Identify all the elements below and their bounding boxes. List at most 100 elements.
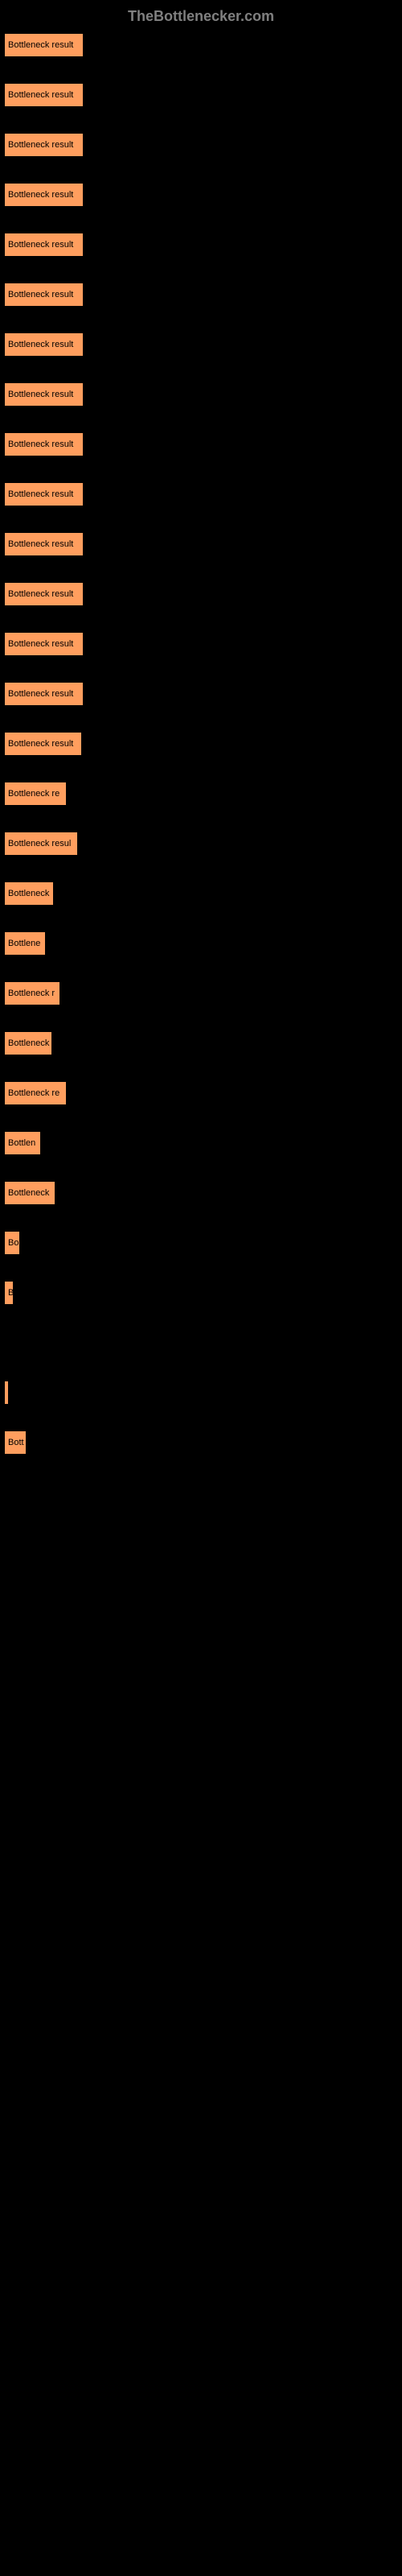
bar-label: Bottlen	[8, 1138, 35, 1148]
bar-row: Bottleneck result	[4, 682, 398, 706]
bar-row: Bottleneck resul	[4, 832, 398, 856]
bar-label: Bott	[8, 1438, 24, 1447]
bar-row	[4, 2129, 398, 2153]
bar-row	[4, 2179, 398, 2203]
bar-row: Bottleneck	[4, 1031, 398, 1055]
bar-row	[4, 1730, 398, 1754]
chart-bar: I	[4, 1381, 9, 1405]
bar-label: Bottleneck result	[8, 639, 73, 649]
bar-row: Bottlene	[4, 931, 398, 956]
chart-bar: Bottleneck result	[4, 283, 84, 307]
chart-bar: Bottleneck result	[4, 332, 84, 357]
bar-label: Bottleneck	[8, 889, 49, 898]
chart-bar: Bottleneck result	[4, 183, 84, 207]
chart-bar: Bottleneck result	[4, 382, 84, 407]
chart-bar: Bottleneck result	[4, 133, 84, 157]
bar-label: Bottleneck r	[8, 989, 55, 998]
bar-label: Bottleneck result	[8, 390, 73, 399]
bar-row	[4, 1780, 398, 1804]
bar-row	[4, 2379, 398, 2403]
bar-label: Bottleneck result	[8, 440, 73, 449]
bar-row: Bott	[4, 1430, 398, 1455]
bar-row	[4, 2229, 398, 2253]
bar-label: Bottleneck result	[8, 290, 73, 299]
bar-row: Bottleneck re	[4, 782, 398, 806]
bar-row	[4, 1530, 398, 1554]
bar-row	[4, 1331, 398, 1355]
bar-label: Bottleneck result	[8, 190, 73, 200]
bar-chart: Bottleneck result Bottleneck result Bottle…	[0, 33, 402, 2503]
bar-row: I	[4, 1381, 398, 1405]
bar-row	[4, 1580, 398, 1604]
chart-bar: Bottleneck result	[4, 482, 84, 506]
bar-label: Bottleneck result	[8, 40, 73, 50]
bar-row	[4, 2479, 398, 2503]
bar-row: Bottleneck	[4, 1181, 398, 1205]
chart-bar: B	[4, 1281, 14, 1305]
bar-row	[4, 2429, 398, 2453]
chart-bar: Bott	[4, 1430, 27, 1455]
chart-bar: Bottleneck result	[4, 83, 84, 107]
bar-row: B	[4, 1281, 398, 1305]
bar-row: Bottleneck result	[4, 632, 398, 656]
bar-row: Bottleneck r	[4, 981, 398, 1005]
bar-label: I	[8, 1388, 9, 1397]
bar-row	[4, 2079, 398, 2103]
bar-row: Bottleneck result	[4, 332, 398, 357]
bar-label: Bottleneck result	[8, 90, 73, 100]
chart-bar: Bo	[4, 1231, 20, 1255]
bar-label: Bottleneck result	[8, 140, 73, 150]
bar-label: Bottleneck result	[8, 340, 73, 349]
chart-bar: Bottleneck result	[4, 582, 84, 606]
chart-bar: Bottleneck	[4, 881, 54, 906]
chart-bar: Bottleneck	[4, 1181, 55, 1205]
bar-row	[4, 1979, 398, 2004]
page-header: TheBottlenecker.com	[0, 0, 402, 33]
chart-bar: Bottleneck r	[4, 981, 60, 1005]
bar-row	[4, 1830, 398, 1854]
bar-row: Bo	[4, 1231, 398, 1255]
chart-bar: Bottleneck	[4, 1031, 52, 1055]
bar-label: Bottleneck result	[8, 489, 73, 499]
bar-row: Bottleneck result	[4, 233, 398, 257]
bar-row: Bottleneck result	[4, 283, 398, 307]
bar-label: Bottleneck re	[8, 1088, 59, 1098]
bar-row	[4, 2029, 398, 2054]
bar-row: Bottleneck result	[4, 482, 398, 506]
bar-label: Bottleneck re	[8, 789, 59, 799]
bar-row: Bottleneck result	[4, 532, 398, 556]
chart-bar: Bottleneck re	[4, 782, 67, 806]
bar-label: Bottleneck result	[8, 240, 73, 250]
bar-row: Bottleneck result	[4, 133, 398, 157]
bar-row: Bottleneck result	[4, 582, 398, 606]
chart-bar: Bottlen	[4, 1131, 41, 1155]
bar-row	[4, 1930, 398, 1954]
chart-bar: Bottleneck result	[4, 732, 82, 756]
chart-bar: Bottleneck result	[4, 432, 84, 456]
bar-row: Bottleneck result	[4, 83, 398, 107]
site-title: TheBottlenecker.com	[128, 8, 274, 24]
chart-bar: Bottleneck result	[4, 632, 84, 656]
bar-label: Bottleneck result	[8, 739, 73, 749]
bar-label: Bottlene	[8, 939, 40, 948]
chart-bar: Bottleneck result	[4, 33, 84, 57]
bar-label: Bottleneck result	[8, 539, 73, 549]
bar-label: Bottleneck result	[8, 589, 73, 599]
bar-row	[4, 1630, 398, 1654]
bar-row	[4, 1480, 398, 1505]
bar-row	[4, 2329, 398, 2353]
chart-bar: Bottleneck result	[4, 682, 84, 706]
bar-row: Bottleneck	[4, 881, 398, 906]
bar-row: Bottleneck re	[4, 1081, 398, 1105]
bar-label: Bottleneck resul	[8, 839, 71, 848]
bar-row	[4, 2279, 398, 2303]
bar-row: Bottleneck result	[4, 382, 398, 407]
chart-bar: Bottleneck result	[4, 233, 84, 257]
bar-label: Bottleneck	[8, 1038, 49, 1048]
bar-row	[4, 1880, 398, 1904]
bar-row: Bottleneck result	[4, 33, 398, 57]
chart-bar: Bottlene	[4, 931, 46, 956]
bar-row: Bottleneck result	[4, 732, 398, 756]
bar-row: Bottleneck result	[4, 432, 398, 456]
bar-label: B	[8, 1288, 14, 1298]
